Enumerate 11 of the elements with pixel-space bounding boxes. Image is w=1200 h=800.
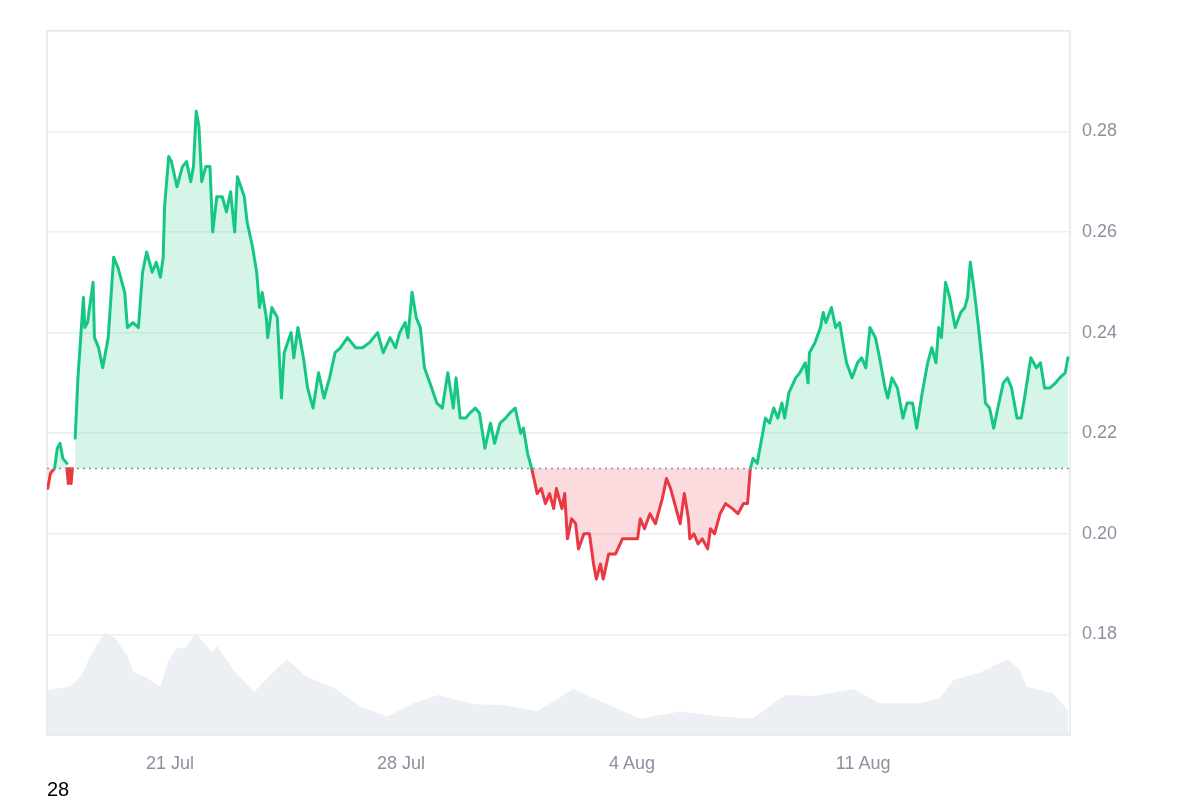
x-tick-label: 21 Jul xyxy=(146,752,195,773)
x-tick-label: 28 Jul xyxy=(377,752,426,773)
y-tick-label: 0.24 xyxy=(1082,321,1118,342)
y-tick-label: 0.26 xyxy=(1082,220,1118,241)
y-tick-label: 0.22 xyxy=(1082,422,1118,443)
text: 28 xyxy=(47,778,71,800)
y-tick-label: 0.20 xyxy=(1082,522,1118,543)
x-tick-label: 4 Aug xyxy=(609,752,656,773)
x-tick-label: 11 Aug xyxy=(835,752,891,773)
y-tick-label: 0.18 xyxy=(1082,623,1118,644)
y-tick-label: 0.28 xyxy=(1082,120,1118,141)
